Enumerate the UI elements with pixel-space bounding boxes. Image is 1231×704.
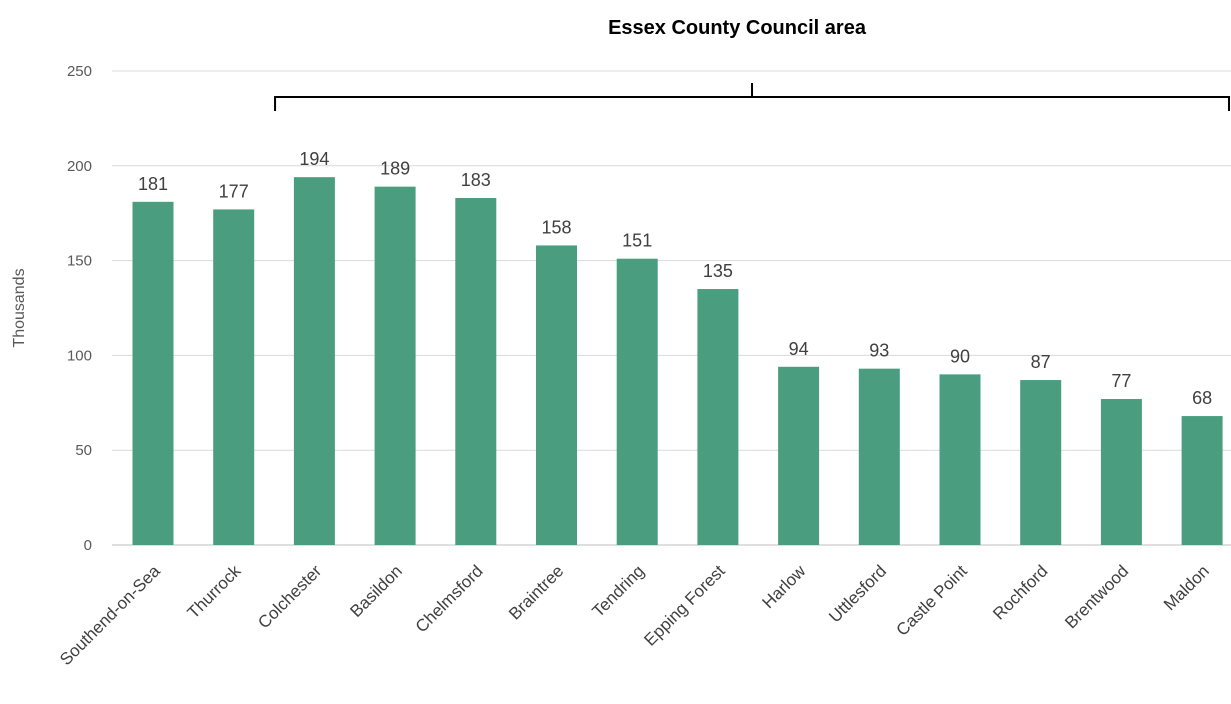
data-label: 135 [703,261,733,281]
bar-harlow [778,366,820,545]
category-label: Southend-on-Sea [56,561,164,669]
data-label: 181 [138,174,168,194]
bar-braintree [536,245,577,545]
bar-epping-forest [697,289,739,545]
data-label: 177 [219,181,249,201]
category-label: Thurrock [184,561,245,622]
category-labels: Southend-on-Sea Thurrock Colchester Basildo… [56,561,1213,669]
y-tick-label: 0 [84,537,92,554]
category-label: Maldon [1160,561,1213,614]
bar-chelmsford [455,198,497,546]
bar-uttlesford [858,368,900,545]
y-tick-label: 150 [67,253,92,270]
category-label: Epping Forest [640,561,728,649]
y-tick-label: 250 [67,63,92,80]
y-tick-label: 100 [67,347,92,364]
group-label: Essex County Council area [608,17,867,39]
data-label: 158 [541,217,571,237]
y-tick-label: 50 [75,442,92,459]
y-tick-label: 200 [67,158,92,175]
bar-rochford [1020,380,1062,545]
category-label: Tendring [588,561,648,621]
data-label: 93 [869,341,889,361]
category-label: Chelmsford [412,561,487,636]
data-label: 194 [299,149,329,169]
data-labels: 181 177 194 189 183 158 151 135 94 93 90 87 77 68 [138,149,1212,408]
bar-castle-point [939,374,981,545]
category-label: Uttlesford [825,561,890,626]
bar-colchester [293,177,335,545]
category-label: Harlow [759,561,810,612]
group-bracket [274,83,1230,111]
category-label: Castle Point [893,561,971,639]
data-label: 68 [1192,388,1212,408]
data-label: 94 [789,339,809,359]
data-label: 183 [461,170,491,190]
data-label: 90 [950,346,970,366]
bar-tendring [616,258,658,545]
category-label: Basildon [346,561,406,621]
category-label: Braintree [505,561,567,623]
bar-southend-on-sea [132,201,174,545]
y-axis-title: Thousands [11,268,28,347]
bars [132,177,1223,546]
data-label: 189 [380,159,410,179]
category-label: Rochford [989,561,1051,623]
data-label: 87 [1031,352,1051,372]
gridlines [112,70,1231,546]
bar-brentwood [1100,399,1142,545]
category-label: Colchester [254,561,325,632]
y-axis-ticks: 0 50 100 150 200 250 [67,63,92,554]
data-label: 151 [622,231,652,251]
bar-basildon [374,186,416,545]
bar-maldon [1181,416,1223,545]
data-label: 77 [1111,371,1131,391]
category-label: Brentwood [1061,561,1132,632]
bar-thurrock [213,209,255,545]
